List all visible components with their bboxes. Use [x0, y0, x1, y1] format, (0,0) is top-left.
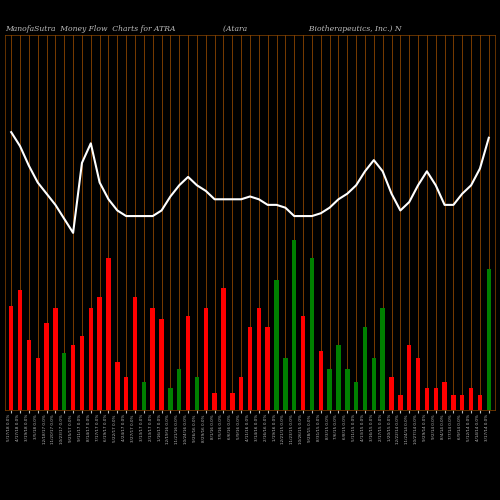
Bar — [407, 345, 412, 410]
Bar — [424, 388, 429, 410]
Bar — [212, 392, 217, 410]
Bar — [442, 382, 447, 410]
Bar — [398, 395, 402, 410]
Bar — [416, 358, 420, 410]
Bar — [133, 297, 137, 410]
Bar — [142, 382, 146, 410]
Bar — [354, 382, 358, 410]
Bar — [328, 368, 332, 410]
Bar — [434, 388, 438, 410]
Bar — [204, 308, 208, 410]
Bar — [248, 328, 252, 410]
Bar — [150, 308, 155, 410]
Bar — [26, 340, 31, 410]
Bar — [88, 308, 93, 410]
Bar — [9, 306, 14, 410]
Bar — [124, 378, 128, 410]
Bar — [106, 258, 110, 410]
Bar — [310, 258, 314, 410]
Bar — [460, 395, 464, 410]
Bar — [168, 388, 172, 410]
Bar — [318, 352, 323, 410]
Bar — [36, 358, 40, 410]
Bar — [301, 316, 306, 410]
Bar — [62, 354, 66, 410]
Bar — [478, 395, 482, 410]
Bar — [363, 328, 367, 410]
Bar — [239, 378, 244, 410]
Bar — [160, 318, 164, 410]
Bar — [451, 395, 456, 410]
Bar — [274, 280, 278, 410]
Bar — [98, 297, 102, 410]
Bar — [336, 345, 340, 410]
Bar — [469, 388, 474, 410]
Bar — [71, 345, 76, 410]
Bar — [186, 316, 190, 410]
Bar — [53, 308, 58, 410]
Bar — [292, 240, 296, 410]
Bar — [80, 336, 84, 410]
Bar — [44, 323, 49, 410]
Bar — [18, 290, 22, 410]
Bar — [372, 358, 376, 410]
Bar — [283, 358, 288, 410]
Bar — [230, 392, 234, 410]
Bar — [380, 308, 385, 410]
Bar — [115, 362, 119, 410]
Bar — [486, 268, 491, 410]
Text: ManofaSutra  Money Flow  Charts for ATRA                    (Atara              : ManofaSutra Money Flow Charts for ATRA (… — [5, 25, 402, 33]
Bar — [345, 368, 350, 410]
Bar — [194, 378, 199, 410]
Bar — [390, 378, 394, 410]
Bar — [256, 308, 261, 410]
Bar — [177, 368, 182, 410]
Bar — [266, 328, 270, 410]
Bar — [222, 288, 226, 410]
